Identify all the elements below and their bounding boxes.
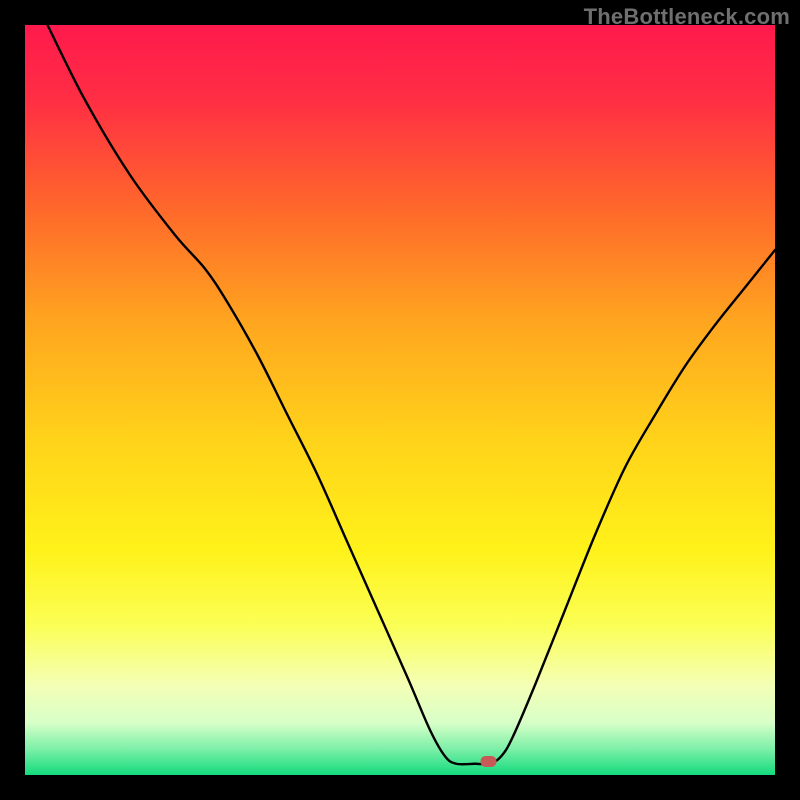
plot-area — [25, 25, 775, 775]
chart-frame: TheBottleneck.com — [0, 0, 800, 800]
chart-svg — [25, 25, 775, 775]
watermark-text: TheBottleneck.com — [584, 4, 790, 30]
optimal-point-marker — [481, 756, 497, 767]
